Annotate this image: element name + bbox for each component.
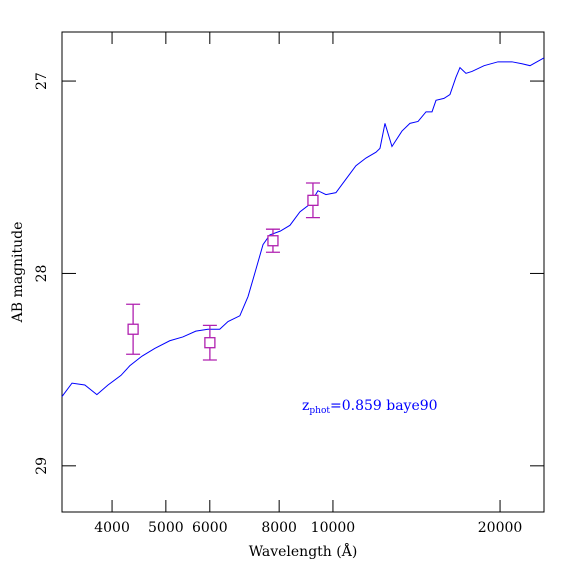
x-tick-label: 6000 [192,520,228,536]
y-tick-label: 27 [34,72,50,90]
annotation: zphot=0.859 baye90 [302,398,438,416]
data-point [307,194,319,206]
model-line [61,57,545,397]
data-point [127,323,139,335]
x-tick-label: 4000 [94,520,130,536]
data-point [267,235,279,247]
y-tick-label: 29 [34,457,50,475]
y-tick-label: 28 [34,265,50,283]
x-axis-label: Wavelength (Å) [249,542,358,560]
x-tick-label: 8000 [261,520,297,536]
annotation-symbol: z [302,398,309,414]
y-axis-label: AB magnitude [10,222,26,324]
annotation-text: =0.859 baye90 [330,398,438,414]
annotation-subscript: phot [309,406,330,416]
data-point [204,337,216,349]
x-tick-label: 5000 [148,520,184,536]
x-tick-label: 10000 [311,520,356,536]
plot-frame [61,31,545,513]
x-tick-label: 20000 [478,520,523,536]
